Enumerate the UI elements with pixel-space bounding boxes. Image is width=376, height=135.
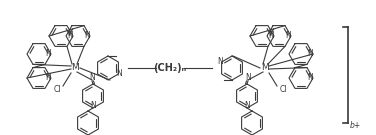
Text: N: N [218,58,223,67]
Text: N: N [308,50,313,58]
Text: N: N [68,31,73,40]
Text: b+: b+ [350,121,361,130]
Text: N: N [245,73,251,82]
Text: N: N [268,31,274,40]
Text: Cl: Cl [279,85,287,94]
Text: N: N [89,73,95,82]
Text: N: N [286,31,291,40]
Text: N: N [90,101,96,110]
Text: (CH₂)ₙ: (CH₂)ₙ [153,63,186,73]
Text: Cl: Cl [53,85,61,94]
Text: M: M [261,63,269,72]
Text: N: N [85,31,90,40]
Text: N: N [308,73,313,82]
Text: N: N [244,101,250,110]
Text: N: N [45,50,52,58]
Text: N: N [45,73,52,82]
Text: M: M [71,63,79,72]
Text: N: N [117,70,122,78]
